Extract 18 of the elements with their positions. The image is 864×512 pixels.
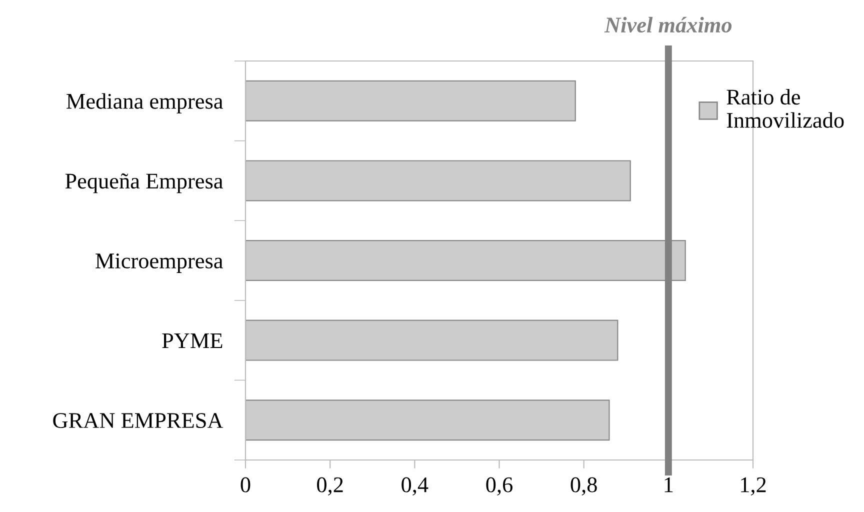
ref-line-label: Nivel máximo	[604, 16, 732, 33]
x-tick-label: 0,6	[486, 477, 512, 496]
legend-label: Ratio de Inmovilizado	[726, 88, 844, 128]
x-tick-label: 1	[664, 477, 673, 492]
x-tick-label: 0	[240, 477, 250, 492]
bar	[246, 320, 618, 361]
y-tick-label: Microempresa	[96, 253, 223, 273]
x-tick-label: 1,2	[741, 477, 766, 496]
y-tick-label: Mediana empresa	[66, 93, 223, 114]
x-tick-label: 0,4	[402, 477, 428, 496]
bar	[246, 400, 610, 441]
x-tick-label: 0,8	[570, 477, 597, 496]
bar	[246, 80, 576, 122]
y-tick-label: Pequeña Empresa	[65, 173, 223, 194]
x-tick-label: 0,2	[317, 477, 343, 496]
y-tick-label: GRAN EMPRESA	[53, 413, 224, 428]
y-tick-label: PYME	[162, 333, 222, 348]
bar	[246, 160, 631, 202]
